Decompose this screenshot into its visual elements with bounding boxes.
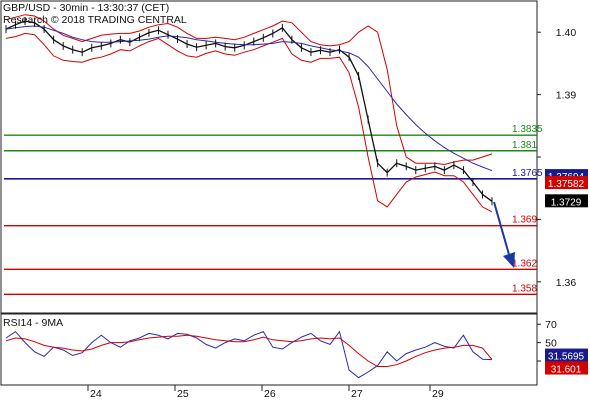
price-series [5,14,493,213]
rsi-tag [545,361,588,375]
rsi-y-tick-label: 70 [545,319,557,331]
x-tick-label: 25 [177,388,189,400]
chart-title: GBP/USD - 30min - 13:30:37 (CET) [3,2,170,14]
level-label: 1.369 [512,215,537,226]
forecast-arrow [493,201,515,268]
level-label: 1.3765 [512,168,543,179]
x-tick-label: 24 [90,388,102,400]
y-tick-label: 1.40 [556,27,577,39]
price-panel-frame [0,0,538,314]
rsi-line-rsi_ma [5,334,493,367]
rsi-line-rsi [5,330,493,379]
rsi-tag-label: 31.601 [551,365,582,376]
y-tick-label: 1.39 [556,90,577,102]
rsi-tag [545,348,588,362]
price-tag-label: 1.37582 [548,179,585,190]
series-line-bollinger_upper [5,14,493,166]
level-label: 1.3835 [512,124,543,135]
rsi-panel-frame [0,313,538,386]
rsi-y-tick-label: 50 [545,338,557,350]
series-line-price [5,20,493,202]
price-tag-label: 1.3729 [551,197,582,208]
level-label: 1.358 [512,283,537,294]
level-label: 1.362 [512,258,537,269]
level-lines: 1.3835 1.381 1.3765 1.369 1.362 1.358 [4,124,543,295]
x-tick-label: 26 [264,388,276,400]
axes: 1.361.391.403050702425262729 [87,27,577,400]
price-tag [545,194,588,208]
rsi-label: RSI14 - 9MA [3,317,64,329]
series-line-bollinger_lower [5,32,493,213]
copyright-text: Research © 2018 TRADING CENTRAL [3,14,187,26]
level-label: 1.381 [512,140,537,151]
x-tick-label: 29 [432,388,444,400]
price-tag [545,176,588,190]
y-tick-label: 1.36 [556,277,577,289]
x-tick-label: 27 [351,388,363,400]
series-line-moving_average [5,25,493,172]
rsi-tag-label: 31.5695 [548,352,585,363]
rsi-series [5,330,493,379]
